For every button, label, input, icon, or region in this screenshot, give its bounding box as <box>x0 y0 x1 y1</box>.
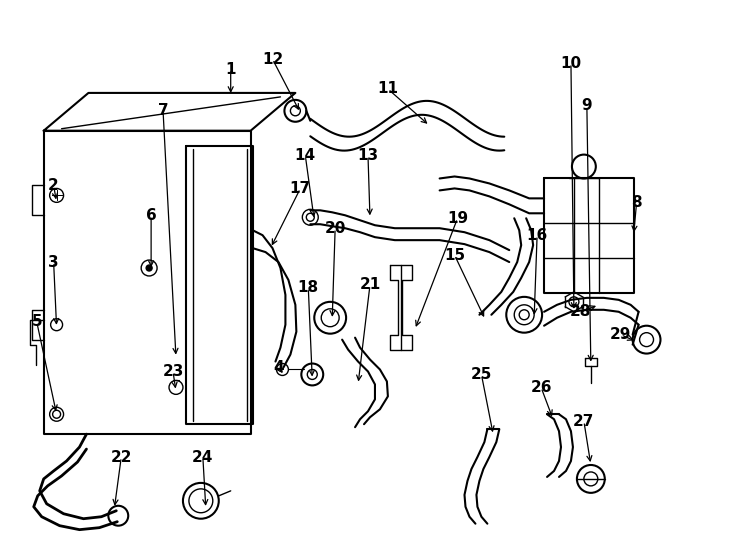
Text: 18: 18 <box>298 280 319 295</box>
Text: 1: 1 <box>225 62 236 77</box>
Text: 19: 19 <box>447 211 468 226</box>
Text: 29: 29 <box>610 327 631 342</box>
Text: 2: 2 <box>48 178 59 193</box>
Text: 16: 16 <box>526 228 548 242</box>
Text: 9: 9 <box>581 98 592 113</box>
Text: 7: 7 <box>158 103 168 118</box>
Text: 10: 10 <box>560 56 581 71</box>
Text: 26: 26 <box>531 380 552 395</box>
Text: 13: 13 <box>357 148 379 163</box>
Text: 22: 22 <box>111 449 132 464</box>
Text: 12: 12 <box>262 52 283 66</box>
Text: 5: 5 <box>32 314 42 329</box>
Text: 23: 23 <box>162 364 184 379</box>
Text: 6: 6 <box>146 208 156 223</box>
Text: 25: 25 <box>470 367 492 382</box>
Circle shape <box>146 265 152 271</box>
Text: 17: 17 <box>290 181 311 196</box>
Text: 14: 14 <box>295 148 316 163</box>
Text: 4: 4 <box>273 360 284 375</box>
Text: 24: 24 <box>192 449 214 464</box>
Text: 8: 8 <box>631 195 642 210</box>
Text: 11: 11 <box>377 82 399 97</box>
Text: 3: 3 <box>48 254 59 269</box>
Text: 27: 27 <box>573 414 595 429</box>
Text: 28: 28 <box>570 304 592 319</box>
Text: 20: 20 <box>324 221 346 236</box>
Text: 15: 15 <box>444 247 465 262</box>
Text: 21: 21 <box>360 278 381 293</box>
